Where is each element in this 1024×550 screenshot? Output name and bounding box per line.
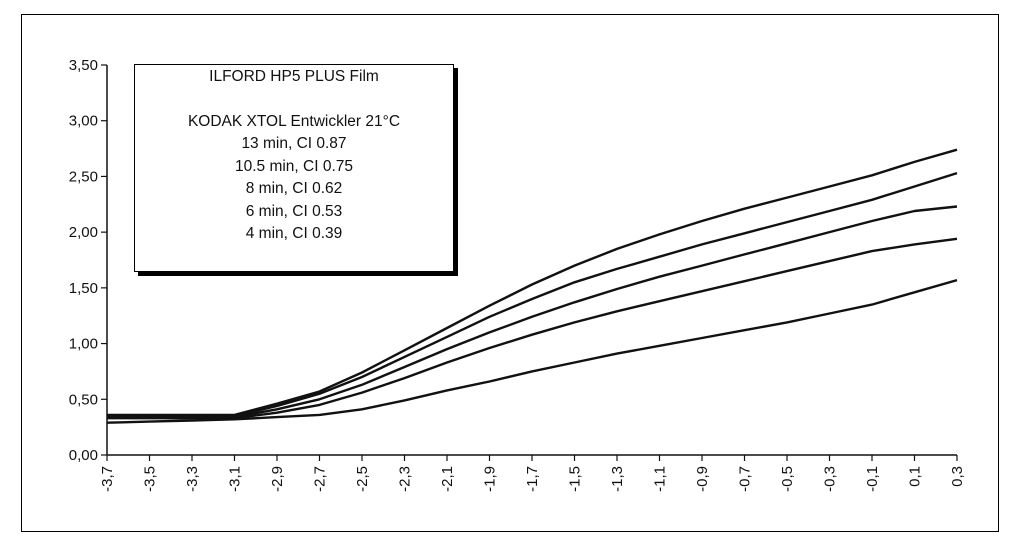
x-tick-label: -2,5 — [354, 466, 371, 492]
legend-spacer — [135, 89, 453, 111]
x-tick-label: -1,1 — [652, 466, 669, 492]
chart-frame — [21, 14, 999, 532]
x-tick-label: -3,3 — [184, 466, 201, 492]
axes — [101, 64, 958, 461]
y-tick-label: 2,00 — [69, 224, 98, 241]
x-tick-label: -0,3 — [822, 466, 839, 492]
x-tick-label: -1,9 — [482, 466, 499, 492]
x-tick-label: 0,1 — [907, 466, 924, 487]
series-lines — [106, 148, 958, 424]
legend-entry-5: 4 min, CI 0.39 — [245, 225, 343, 242]
x-tick-label: -0,5 — [779, 466, 796, 492]
legend-entry-2: 10.5 min, CI 0.75 — [234, 157, 354, 175]
series-line-3 — [107, 205, 958, 419]
x-tick-label: -0,9 — [694, 466, 711, 492]
series-line-5 — [106, 278, 958, 424]
x-tick-label: -3,7 — [99, 466, 116, 492]
y-tick-label: 0,00 — [69, 447, 98, 464]
x-tick-label: -2,1 — [439, 466, 456, 492]
x-tick-label: -1,7 — [524, 466, 541, 492]
x-tick-label: -1,5 — [567, 466, 584, 492]
x-tick-label: -2,3 — [397, 466, 414, 492]
series-line-1 — [107, 148, 958, 417]
tick-labels: 0,00 0,50 1,00 1,50 2,00 2,50 3,00 3,50 -3,7 -3,5… — [69, 57, 966, 492]
x-tick-label: -1,3 — [609, 466, 626, 492]
y-tick-label: 3,00 — [69, 113, 98, 130]
x-tick-label: -3,1 — [227, 466, 244, 492]
legend-entry-3: 8 min, CI 0.62 — [245, 180, 343, 197]
legend: ILFORD HP5 PLUS Film KODAK XTOL Entwickl… — [134, 64, 454, 272]
x-tick-label: -0,1 — [864, 466, 881, 492]
series-line-2 — [107, 171, 958, 418]
y-tick-label: 1,00 — [69, 336, 98, 353]
legend-entry-1: 13 min, CI 0.87 — [241, 135, 347, 152]
x-tick-label: -2,7 — [312, 466, 329, 492]
chart-subtitle: KODAK XTOL Entwickler 21°C — [187, 112, 401, 130]
y-tick-label: 0,50 — [69, 391, 98, 408]
y-tick-label: 3,50 — [69, 57, 98, 74]
x-tick-label: -2,9 — [269, 466, 286, 492]
y-tick-label: 1,50 — [69, 280, 98, 297]
legend-entry-4: 6 min, CI 0.53 — [245, 202, 343, 220]
series-line-4 — [107, 237, 958, 420]
chart-title: ILFORD HP5 PLUS Film — [209, 68, 379, 85]
x-tick-label: -3,5 — [142, 466, 159, 492]
y-tick-label: 2,50 — [69, 168, 98, 185]
x-tick-label: -0,7 — [737, 466, 754, 492]
x-tick-label: 0,3 — [949, 466, 966, 487]
